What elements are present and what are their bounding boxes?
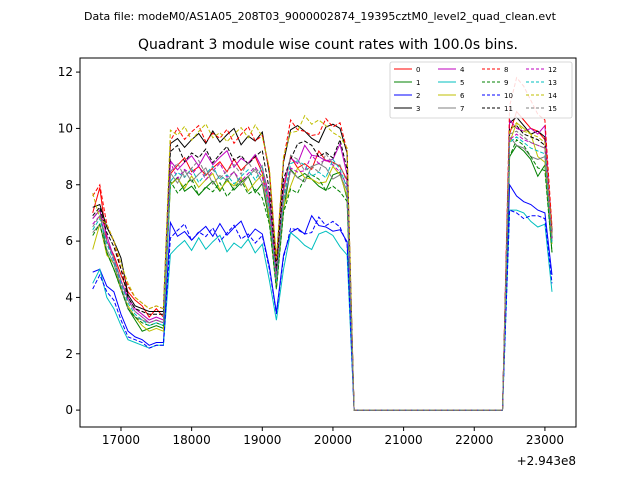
x-axis-ticks: 17000 18000 19000 20000 21000 22000 23000 — [102, 427, 564, 447]
legend-label-5: 5 — [460, 79, 464, 87]
legend-label-1: 1 — [416, 79, 420, 87]
y-tick-label: 10 — [58, 121, 73, 135]
suptitle: Data file: modeM0/AS1A05_208T03_90000028… — [84, 10, 557, 23]
series-line-10 — [92, 209, 553, 411]
series-line-15 — [92, 130, 553, 411]
legend-label-15: 15 — [548, 105, 557, 113]
x-tick-label: 22000 — [455, 433, 493, 447]
y-tick-label: 8 — [65, 178, 73, 192]
x-offset-label: +2.943e8 — [517, 454, 576, 468]
y-tick-label: 6 — [65, 234, 73, 248]
legend-label-11: 11 — [504, 105, 513, 113]
legend-label-13: 13 — [548, 79, 557, 87]
y-axis-ticks: 0 2 4 6 8 10 12 — [58, 65, 80, 417]
series-layer — [92, 76, 553, 411]
y-tick-label: 0 — [65, 403, 73, 417]
legend-label-2: 2 — [416, 92, 420, 100]
x-tick-label: 18000 — [173, 433, 211, 447]
y-tick-label: 4 — [65, 290, 73, 304]
legend-box — [389, 61, 573, 119]
x-tick-label: 19000 — [243, 433, 281, 447]
axes-background — [80, 58, 576, 427]
y-tick-label: 12 — [58, 65, 73, 79]
legend-label-0: 0 — [416, 66, 420, 74]
legend-label-6: 6 — [460, 92, 465, 100]
plot-area — [79, 57, 577, 428]
legend-label-4: 4 — [460, 66, 465, 74]
axes-frame — [79, 57, 577, 428]
legend-label-9: 9 — [504, 79, 508, 87]
x-tick-label: 20000 — [314, 433, 352, 447]
x-tick-label: 23000 — [526, 433, 564, 447]
x-tick-label: 21000 — [385, 433, 423, 447]
legend-label-10: 10 — [504, 92, 513, 100]
x-tick-label: 17000 — [102, 433, 140, 447]
legend-label-14: 14 — [548, 92, 557, 100]
chart-title: Quadrant 3 module wise count rates with … — [138, 37, 518, 53]
legend-label-3: 3 — [416, 105, 420, 113]
y-tick-label: 2 — [65, 347, 73, 361]
legend-label-12: 12 — [548, 66, 557, 74]
legend-label-8: 8 — [504, 66, 508, 74]
legend-label-7: 7 — [460, 105, 464, 113]
